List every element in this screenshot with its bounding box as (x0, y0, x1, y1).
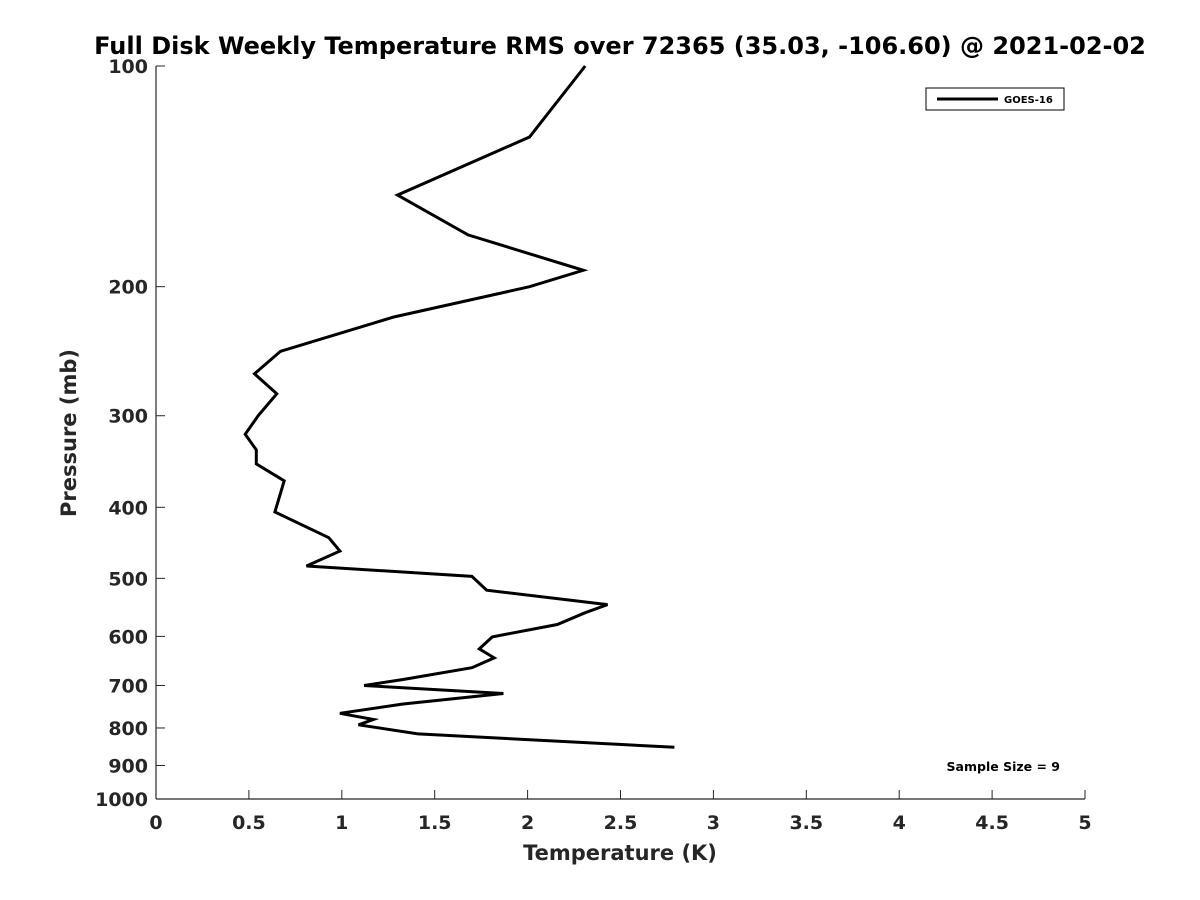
x-tick-label: 1 (335, 812, 348, 834)
x-tick-label: 4.5 (975, 812, 1009, 834)
chart-title: Full Disk Weekly Temperature RMS over 72… (94, 32, 1146, 60)
x-tick-label: 3 (707, 812, 720, 834)
x-tick-label: 2.5 (604, 812, 638, 834)
y-tick-label: 1000 (95, 789, 148, 811)
y-tick-label: 800 (108, 718, 148, 740)
x-axis-ticks: 0 0.5 1 1.5 2 2.5 3 3.5 4 4.5 5 (149, 790, 1092, 834)
x-tick-label: 0.5 (232, 812, 266, 834)
y-tick-label: 100 (108, 56, 148, 78)
series-layer (243, 65, 675, 749)
legend: GOES-16 (925, 87, 1065, 111)
x-tick-label: 4 (893, 812, 906, 834)
y-tick-label: 300 (108, 406, 148, 428)
y-tick-label: 700 (108, 675, 148, 697)
x-tick-label: 5 (1078, 812, 1091, 834)
x-tick-label: 2 (521, 812, 534, 834)
y-axis-ticks: 100 200 300 400 500 600 700 800 900 1000 (95, 56, 165, 811)
y-tick-label: 600 (108, 626, 148, 648)
x-axis-label: Temperature (K) (523, 841, 717, 865)
legend-entry-goes-16: GOES-16 (1004, 95, 1053, 106)
x-tick-label: 0 (149, 812, 162, 834)
series-line-goes-16 (243, 65, 675, 749)
y-tick-label: 200 (108, 277, 148, 299)
y-tick-label: 400 (108, 497, 148, 519)
y-axis-label: Pressure (mb) (57, 349, 81, 517)
y-tick-label: 900 (108, 755, 148, 777)
x-tick-label: 1.5 (418, 812, 452, 834)
x-tick-label: 3.5 (789, 812, 823, 834)
y-tick-label: 500 (108, 568, 148, 590)
sample-size-annotation: Sample Size = 9 (947, 759, 1060, 774)
